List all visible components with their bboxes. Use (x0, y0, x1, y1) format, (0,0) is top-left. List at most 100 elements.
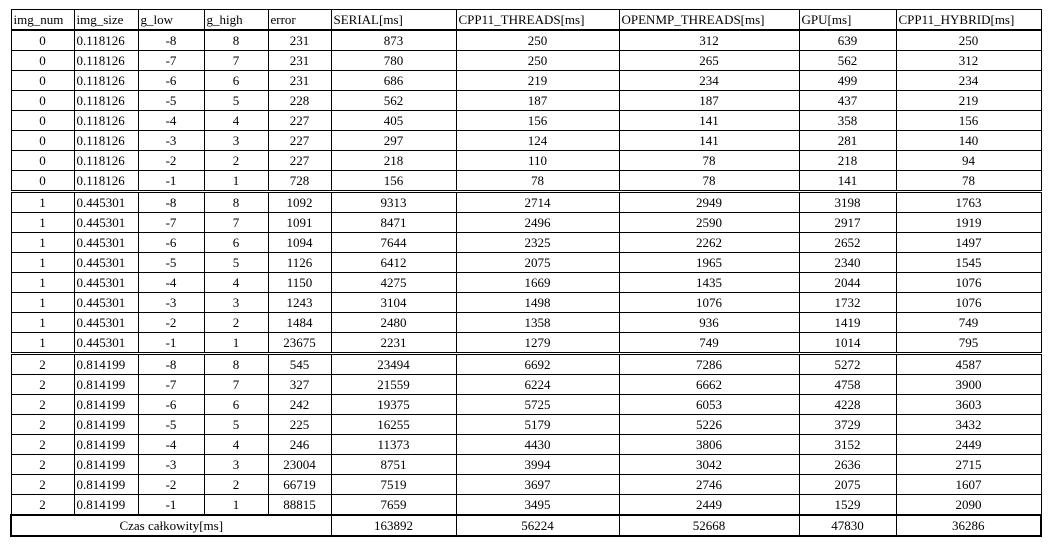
table-cell: 3042 (618, 454, 800, 475)
table-cell: 3495 (455, 494, 620, 516)
table-cell: 7286 (618, 352, 800, 375)
table-cell: -4 (137, 272, 205, 293)
table-cell: 2 (10, 454, 75, 475)
table-row: 0 0.118126 -8 8 231 873 250 312 639 250 (10, 29, 1042, 51)
table-cell: 231 (267, 50, 332, 71)
table-cell: 749 (618, 332, 800, 354)
table-cell: 2 (10, 394, 75, 415)
total-cell: 56224 (455, 514, 620, 537)
table-cell: 2496 (455, 212, 620, 233)
table-cell: 1732 (798, 292, 897, 313)
table-cell: 2090 (895, 494, 1042, 516)
table-cell: 4 (203, 434, 269, 455)
table-cell: 1 (10, 232, 75, 253)
table-row: 1 0.445301 -8 8 1092 9313 2714 2949 3198 1763 (10, 190, 1042, 213)
table-row: 2 0.814199 -5 5 225 16255 5179 5226 3729 3432 (10, 414, 1042, 435)
table-cell: -1 (137, 170, 205, 192)
table-cell: 0.118126 (73, 70, 139, 91)
table-cell: 0 (10, 29, 75, 51)
table-cell: 3 (203, 292, 269, 313)
table-cell: -6 (137, 70, 205, 91)
table-row: 2 0.814199 -1 1 88815 7659 3495 2449 1529 2090 (10, 494, 1042, 516)
table-cell: 4 (203, 272, 269, 293)
table-cell: 1279 (455, 332, 620, 354)
table-cell: 141 (618, 130, 800, 151)
table-cell: 686 (330, 70, 457, 91)
table-cell: 5725 (455, 394, 620, 415)
table-cell: 6224 (455, 374, 620, 395)
col-header: g_low (137, 9, 205, 31)
table-cell: 1 (10, 272, 75, 293)
table-cell: 3806 (618, 434, 800, 455)
table-cell: 749 (895, 312, 1042, 333)
table-cell: 5179 (455, 414, 620, 435)
table-row: 1 0.445301 -2 2 1484 2480 1358 936 1419 749 (10, 312, 1042, 333)
table-cell: 3198 (798, 190, 897, 213)
table-cell: 4587 (895, 352, 1042, 375)
table-cell: 1 (203, 494, 269, 516)
table-cell: -3 (137, 130, 205, 151)
table-cell: -4 (137, 110, 205, 131)
table-cell: 124 (455, 130, 620, 151)
table-cell: 2325 (455, 232, 620, 253)
table-cell: 2714 (455, 190, 620, 213)
table-cell: 2044 (798, 272, 897, 293)
table-body: 0 0.118126 -8 8 231 873 250 312 639 250 0 0.118126-… (10, 29, 1042, 516)
table-cell: 8471 (330, 212, 457, 233)
total-cell: 163892 (330, 514, 457, 537)
table-cell: 2590 (618, 212, 800, 233)
table-cell: 231 (267, 70, 332, 91)
table-cell: 562 (798, 50, 897, 71)
table-cell: 6 (203, 70, 269, 91)
table-cell: 78 (455, 170, 620, 192)
table-cell: 1 (203, 332, 269, 354)
table-row: 2 0.814199 -2 2 66719 7519 3697 2746 2075 1607 (10, 474, 1042, 495)
table-cell: 0 (10, 50, 75, 71)
table-cell: 1091 (267, 212, 332, 233)
table-cell: 23004 (267, 454, 332, 475)
header-row: img_num img_size g_low g_high error SERI… (10, 9, 1042, 31)
results-table: img_num img_size g_low g_high error SERI… (10, 9, 1042, 537)
table-cell: 8 (203, 352, 269, 375)
table-cell: 1092 (267, 190, 332, 213)
table-cell: 1 (10, 332, 75, 354)
table-cell: 2449 (895, 434, 1042, 455)
table-cell: 0.814199 (73, 434, 139, 455)
table-row: 1 0.445301 -5 5 1126 6412 2075 1965 2340 1545 (10, 252, 1042, 273)
table-cell: 7 (203, 374, 269, 395)
table-cell: 2 (10, 474, 75, 495)
table-cell: 0.814199 (73, 352, 139, 375)
table-cell: 66719 (267, 474, 332, 495)
table-cell: 2075 (455, 252, 620, 273)
col-header: SERIAL[ms] (330, 9, 457, 31)
table-cell: 156 (330, 170, 457, 192)
table-cell: 6053 (618, 394, 800, 415)
table-cell: 219 (895, 90, 1042, 111)
table-cell: 7 (203, 50, 269, 71)
table-cell: 3994 (455, 454, 620, 475)
table-cell: -8 (137, 190, 205, 213)
table-cell: 2231 (330, 332, 457, 354)
table-cell: -2 (137, 474, 205, 495)
table-cell: 6 (203, 394, 269, 415)
table-cell: 5 (203, 414, 269, 435)
table-cell: 1 (10, 312, 75, 333)
table-cell: 0 (10, 170, 75, 192)
table-cell: 545 (267, 352, 332, 375)
table-cell: 250 (455, 50, 620, 71)
table-cell: 0.445301 (73, 292, 139, 313)
table-cell: 1076 (895, 292, 1042, 313)
table-cell: 19375 (330, 394, 457, 415)
table-cell: 0.445301 (73, 272, 139, 293)
table-row: 0 0.118126 -3 3 227 297 124 141 281 140 (10, 130, 1042, 151)
total-row: Czas całkowity[ms] 163892 56224 52668 47… (10, 514, 1042, 537)
table-cell: 3432 (895, 414, 1042, 435)
table-cell: 5226 (618, 414, 800, 435)
table-cell: 234 (618, 70, 800, 91)
table-cell: 1076 (895, 272, 1042, 293)
table-cell: 265 (618, 50, 800, 71)
table-cell: 0.445301 (73, 332, 139, 354)
table-cell: 4758 (798, 374, 897, 395)
table-cell: 3152 (798, 434, 897, 455)
table-cell: 7659 (330, 494, 457, 516)
